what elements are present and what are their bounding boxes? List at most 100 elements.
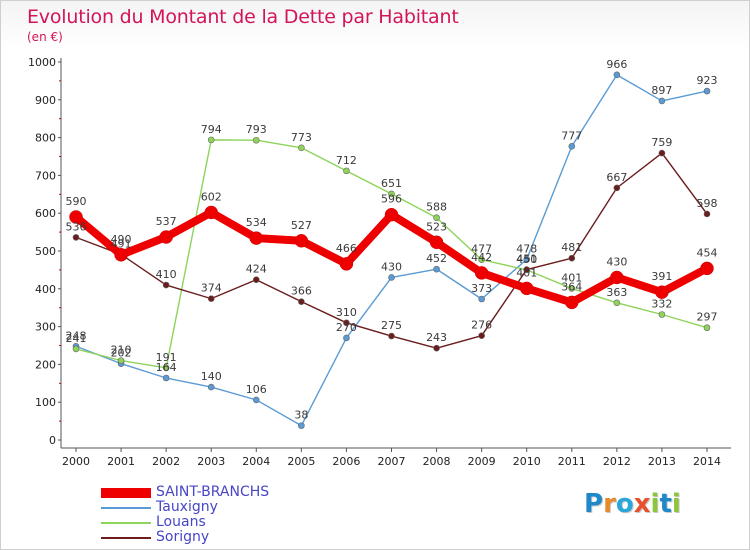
data-point: [343, 334, 350, 342]
x-tick-label: 2005: [287, 455, 315, 468]
data-label: 450: [516, 253, 537, 266]
series-tauxigny: [72, 71, 711, 429]
data-label: 424: [246, 263, 267, 276]
data-label: 491: [111, 237, 132, 250]
logo-letter: t: [659, 489, 672, 519]
data-label: 38: [294, 409, 308, 422]
data-label: 481: [561, 241, 582, 254]
data-label: 466: [336, 242, 357, 255]
legend-swatch: [101, 488, 151, 498]
data-point: [613, 299, 621, 307]
x-tick-label: 2000: [62, 455, 90, 468]
data-point: [610, 270, 624, 285]
data-label: 490: [111, 233, 132, 246]
data-point: [568, 285, 576, 292]
data-label: 410: [156, 268, 177, 281]
data-label: 374: [201, 282, 222, 295]
data-label: 454: [697, 246, 718, 259]
x-tick-label: 2006: [332, 455, 360, 468]
data-point: [658, 149, 666, 157]
data-label: 430: [606, 255, 627, 268]
data-point: [703, 210, 711, 218]
data-point: [298, 422, 305, 429]
data-point: [613, 71, 621, 79]
chart-title: Evolution du Montant de la Dette par Hab…: [27, 6, 459, 28]
data-point: [207, 136, 215, 144]
x-tick-label: 2014: [693, 455, 721, 468]
data-label: 364: [561, 280, 582, 293]
data-point: [523, 256, 531, 263]
data-label: 590: [66, 195, 87, 208]
data-label: 366: [291, 285, 312, 298]
logo-letter: o: [615, 489, 634, 519]
data-label: 297: [697, 311, 718, 324]
data-point: [474, 266, 489, 280]
data-point: [433, 344, 440, 352]
data-point: [519, 281, 534, 296]
data-label: 598: [697, 197, 718, 210]
y-tick-label: 0: [49, 434, 56, 447]
data-label: 164: [156, 361, 177, 374]
y-tick-label: 1000: [28, 56, 56, 69]
data-point: [568, 254, 576, 262]
data-point: [568, 142, 576, 150]
x-tick-label: 2002: [152, 455, 180, 468]
data-point: [252, 396, 260, 404]
data-point: [204, 205, 218, 220]
data-point: [72, 345, 80, 353]
legend-label: Sorigny: [156, 529, 210, 545]
chart-unit-label: (en €): [27, 30, 63, 44]
data-point: [298, 144, 305, 152]
data-label: 712: [336, 154, 357, 167]
y-tick-label: 400: [35, 283, 56, 296]
data-label: 897: [651, 84, 672, 97]
data-point: [69, 210, 83, 224]
data-point: [384, 207, 399, 222]
data-point: [298, 298, 305, 305]
data-label: 452: [426, 252, 447, 265]
data-label: 451: [516, 253, 537, 266]
data-label: 588: [426, 201, 447, 214]
data-label: 276: [471, 319, 492, 332]
data-point: [117, 357, 125, 364]
data-label: 759: [651, 136, 672, 149]
data-label: 537: [156, 215, 177, 228]
data-label: 401: [516, 266, 537, 279]
data-point: [249, 231, 264, 245]
data-point: [114, 248, 128, 262]
data-label: 430: [381, 260, 402, 273]
data-label: 248: [66, 329, 87, 342]
data-point: [478, 295, 485, 303]
y-tick-label: 100: [35, 396, 56, 409]
data-label: 270: [336, 321, 357, 334]
y-tick-label: 500: [35, 245, 56, 258]
data-point: [207, 383, 215, 391]
data-point: [207, 295, 215, 302]
logo-letter: i: [671, 489, 681, 519]
data-point: [388, 190, 395, 198]
legend-swatch: [101, 522, 151, 524]
data-label: 794: [201, 123, 222, 136]
data-point: [655, 285, 669, 299]
y-tick-label: 900: [35, 94, 56, 107]
data-label: 241: [66, 332, 87, 345]
data-point: [700, 261, 714, 276]
data-label: 602: [201, 190, 222, 203]
data-label: 202: [111, 347, 132, 360]
proxiti-logo: Proxiti: [584, 489, 681, 519]
data-label: 332: [651, 298, 672, 311]
data-label: 478: [516, 242, 537, 255]
data-label: 210: [111, 344, 132, 357]
data-point: [478, 332, 485, 339]
x-tick-label: 2010: [513, 455, 541, 468]
y-tick-label: 600: [35, 207, 56, 220]
data-label: 793: [246, 123, 267, 136]
data-point: [429, 235, 444, 250]
data-label: 651: [381, 177, 402, 190]
data-point: [658, 97, 666, 105]
x-tick-label: 2003: [197, 455, 225, 468]
data-point: [703, 324, 711, 332]
data-label: 243: [426, 331, 447, 344]
